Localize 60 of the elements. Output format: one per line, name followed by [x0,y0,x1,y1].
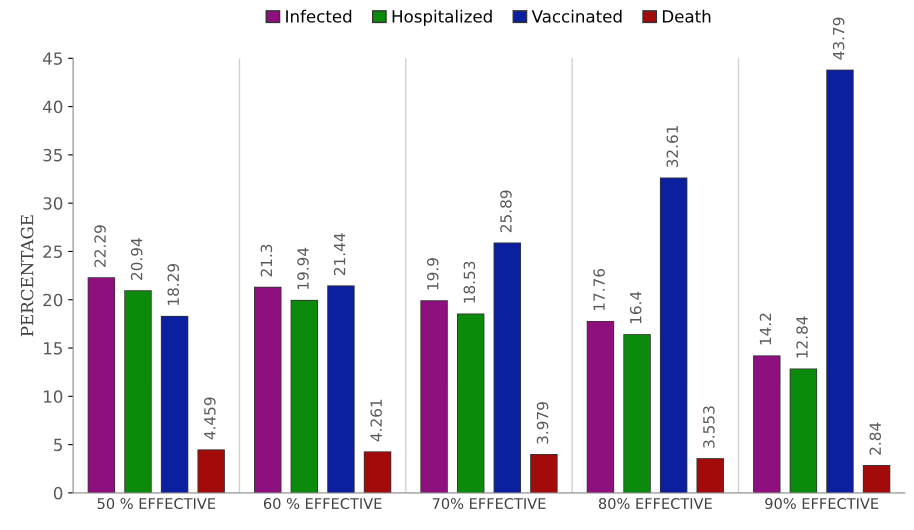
y-tick-label: 20 [43,294,62,306]
data-label: 18.29 [167,264,180,305]
bar [862,465,890,493]
legend-label: Hospitalized [392,10,492,26]
data-label: 2.84 [869,422,882,455]
bar [327,285,355,493]
bar [530,454,558,493]
data-label: 14.2 [760,314,772,344]
y-tick-label: 30 [43,197,62,210]
y-tick-label: 40 [43,100,62,114]
bar [160,316,188,493]
y-tick-label: 35 [43,148,62,162]
bar [254,286,282,493]
x-tick-label: 90% EFFECTIVE [765,498,878,510]
data-label: 32.61 [666,126,678,168]
data-label: 21.3 [260,244,272,276]
legend-label: Infected [286,10,352,23]
bar [660,178,688,493]
bar [753,355,781,493]
data-label: 20.94 [130,238,142,280]
data-label: 22.29 [94,225,106,267]
data-label: 19.94 [297,248,309,289]
x-tick-label: 50 % EFFECTIVE [98,498,216,510]
data-label: 25.89 [500,190,512,232]
data-label: 3.553 [703,406,715,448]
bar [420,300,448,493]
legend-label: Death [662,10,710,23]
x-tick-label: 80% EFFECTIVE [598,498,712,510]
y-tick-label: 25 [43,245,62,258]
bar [290,300,318,493]
x-tick-label: 60 % EFFECTIVE [264,498,382,510]
bar [88,277,116,493]
bar [696,458,724,493]
bar [586,320,614,493]
data-label: 3.979 [536,402,548,444]
data-label: 4.459 [204,398,216,440]
legend-label: Vaccinated [532,10,622,23]
data-label: 19.9 [426,258,439,290]
data-label: 16.4 [630,292,642,324]
data-label: 4.261 [370,400,382,442]
bar [456,314,484,493]
bar [364,451,392,493]
data-label: 17.76 [593,268,605,310]
bar [826,70,854,493]
y-tick-label: 10 [44,390,62,403]
data-label: 21.44 [334,233,346,276]
bar [494,242,522,493]
bar [197,449,225,493]
bar [790,368,818,493]
y-tick-label: 0 [54,486,62,500]
data-label: 43.79 [832,18,844,60]
bar [124,290,152,493]
data-label: 18.53 [464,262,476,303]
y-tick-label: 5 [54,438,62,452]
bar [623,334,651,493]
y-axis-title: PERCENTAGE [20,215,34,336]
x-tick-label: 70% EFFECTIVE [432,498,546,510]
data-label: 12.84 [796,316,808,358]
y-tick-label: 15 [44,342,62,355]
y-tick-label: 45 [43,52,62,65]
